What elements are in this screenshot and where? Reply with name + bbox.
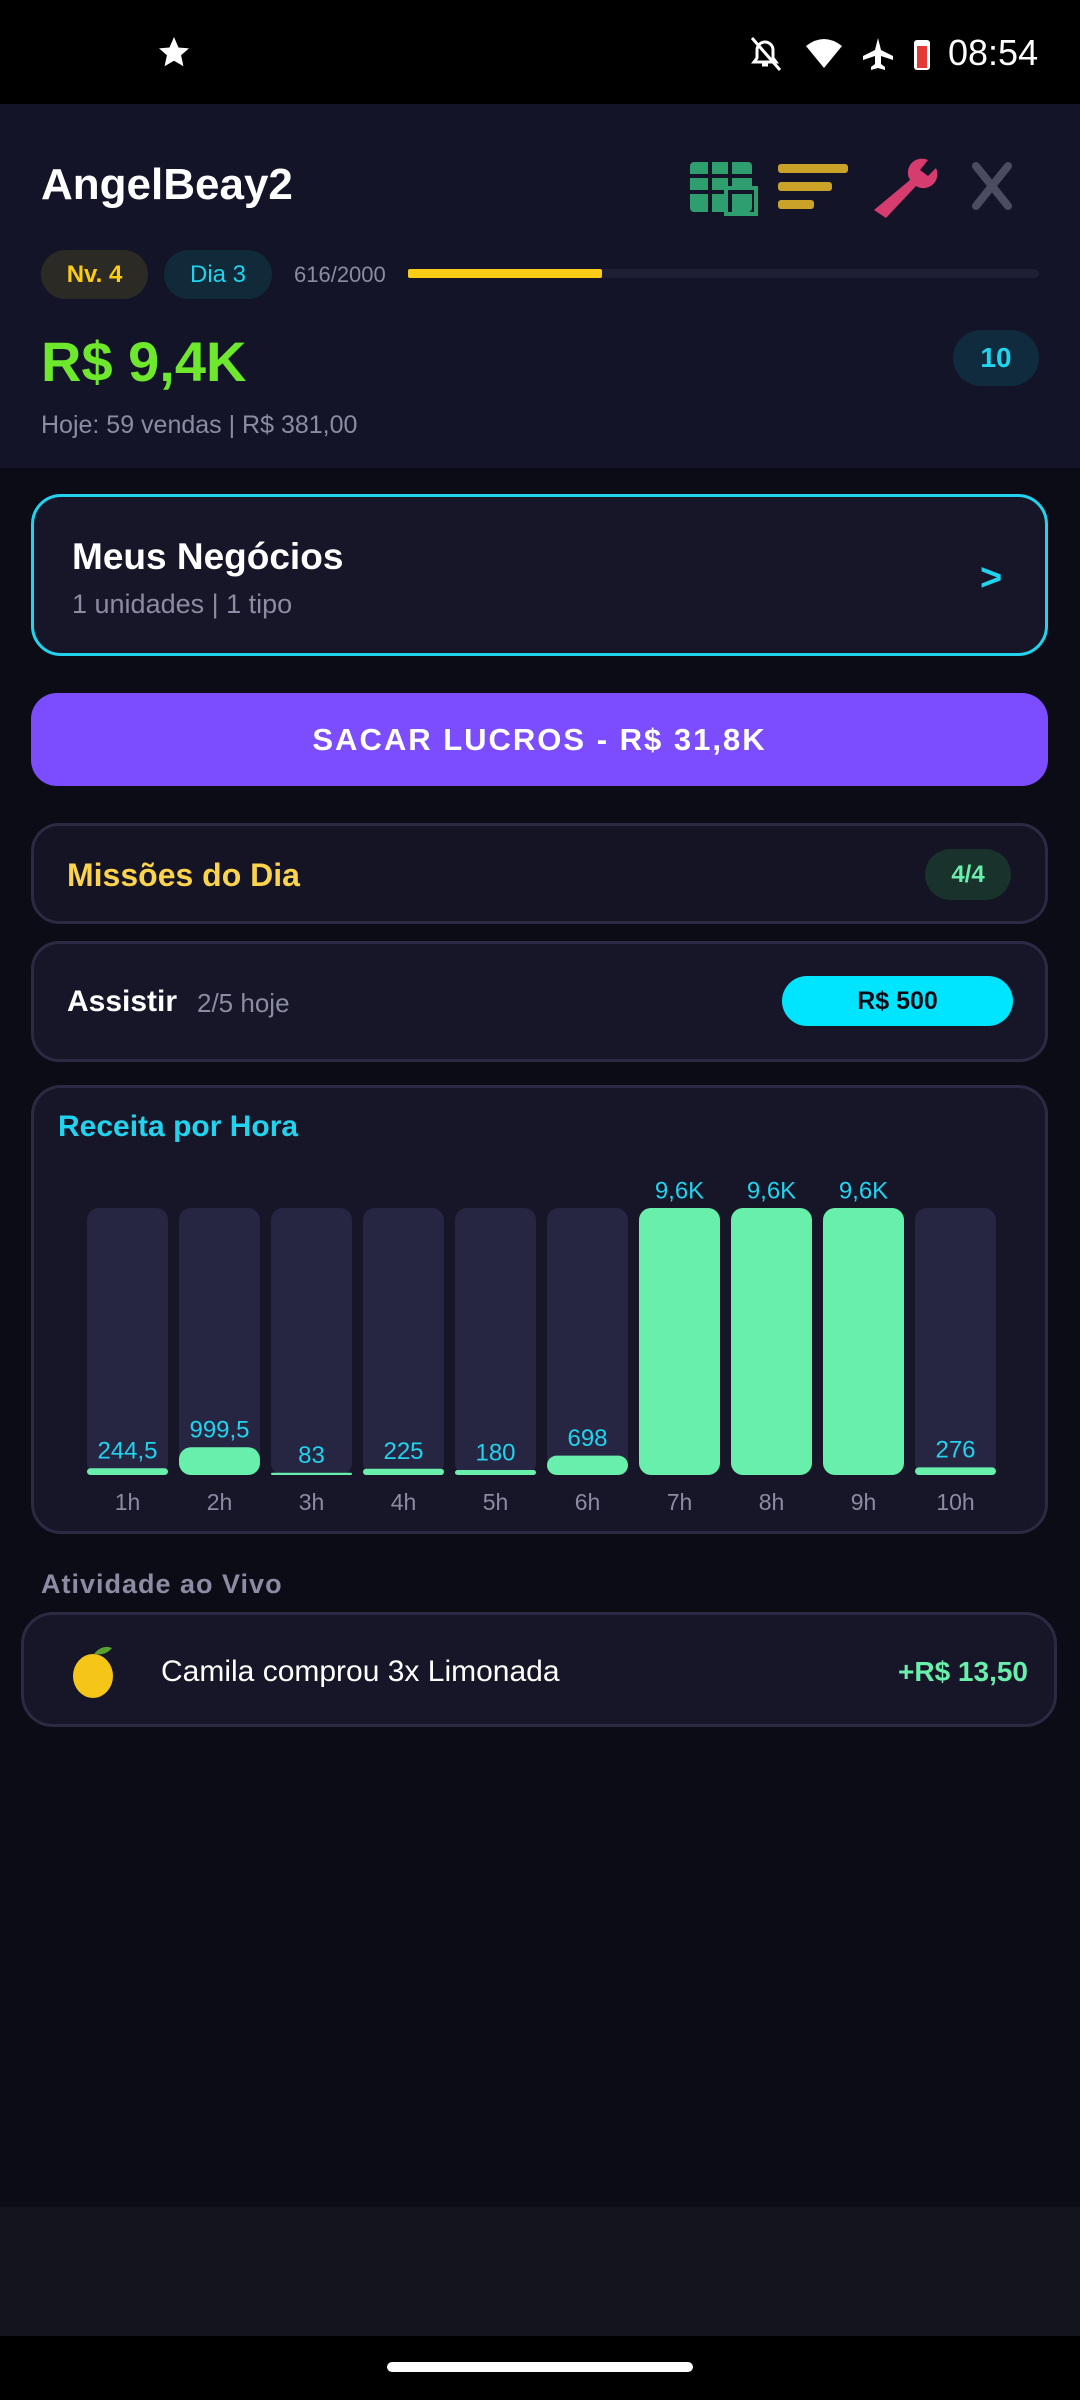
x-tick-label: 3h xyxy=(299,1489,325,1515)
activity-text: Camila comprou 3x Limonada xyxy=(161,1655,560,1688)
bar-track xyxy=(363,1208,444,1475)
badge: 10 xyxy=(953,330,1039,386)
value-label: 225 xyxy=(383,1438,423,1465)
level-pill: Nv. 4 xyxy=(41,250,148,299)
x-tick-label: 8h xyxy=(759,1489,785,1515)
activity-item xyxy=(21,1612,1057,1727)
x-tick-label: 9h xyxy=(851,1489,877,1515)
value-label: 180 xyxy=(475,1439,515,1466)
x-tick-label: 2h xyxy=(207,1489,233,1515)
business-card[interactable] xyxy=(31,494,1048,656)
bar xyxy=(639,1208,720,1475)
bar xyxy=(455,1469,536,1475)
missions-title: Missões do Dia xyxy=(67,857,300,893)
bar xyxy=(731,1208,812,1475)
value-label: 9,6K xyxy=(839,1177,888,1204)
xp-fill xyxy=(408,269,603,278)
chart: Receita por Hora 244,5 1h 999,5 2h 83 3h 225 4h… xyxy=(58,1110,996,1515)
today-summary: Hoje: 59 vendas | R$ 381,00 xyxy=(41,411,358,439)
bar xyxy=(271,1472,352,1475)
activity-heading: Atividade ao Vivo xyxy=(41,1569,283,1599)
bar xyxy=(87,1468,168,1475)
bar xyxy=(547,1455,628,1475)
lemon-icon xyxy=(73,1646,113,1698)
value-label: 9,6K xyxy=(747,1177,796,1204)
header-icons xyxy=(690,158,1012,218)
value-label: 9,6K xyxy=(655,1177,704,1204)
x-tick-label: 1h xyxy=(115,1489,141,1515)
bar-track xyxy=(179,1208,260,1475)
bottom-area xyxy=(0,2207,1080,2336)
x-tick-label: 10h xyxy=(936,1489,974,1515)
bar xyxy=(823,1208,904,1475)
chart-title: Receita por Hora xyxy=(58,1110,298,1143)
x-tick-label: 5h xyxy=(483,1489,509,1515)
watch-count: 2/5 hoje xyxy=(197,988,290,1018)
balance: R$ 9,4K xyxy=(41,330,247,393)
status-icons xyxy=(750,37,930,71)
bar-track xyxy=(915,1208,996,1475)
day-pill: Dia 3 xyxy=(164,250,272,299)
bar-track xyxy=(455,1208,536,1475)
x-tick-label: 6h xyxy=(575,1489,601,1515)
clock: 08:54 xyxy=(948,32,1039,73)
x-tick-label: 7h xyxy=(667,1489,693,1515)
bar-track xyxy=(87,1208,168,1475)
username: AngelBeay2 xyxy=(41,160,293,209)
bar xyxy=(915,1467,996,1475)
bar xyxy=(363,1468,444,1475)
home-indicator[interactable] xyxy=(387,2362,693,2372)
xp-track xyxy=(408,269,1039,278)
x-tick-label: 4h xyxy=(391,1489,417,1515)
value-label: 999,5 xyxy=(189,1417,249,1444)
value-label: 698 xyxy=(567,1425,607,1452)
business-title: Meus Negócios xyxy=(72,536,344,577)
missions-badge: 4/4 xyxy=(925,849,1011,900)
xp-label: 616/2000 xyxy=(294,262,386,287)
value-label: 276 xyxy=(935,1437,975,1464)
star-icon xyxy=(159,37,189,67)
withdraw-button[interactable]: SACAR LUCROS - R$ 31,8K xyxy=(31,693,1048,786)
bar xyxy=(179,1447,260,1475)
bar-track xyxy=(547,1208,628,1475)
watch-button[interactable]: R$ 500 xyxy=(782,976,1013,1026)
watch-label: Assistir xyxy=(67,985,178,1018)
business-arrow: > xyxy=(980,557,1003,599)
value-label: 83 xyxy=(298,1442,325,1469)
business-subtitle: 1 unidades | 1 tipo xyxy=(72,589,293,619)
missions-card[interactable] xyxy=(31,823,1048,924)
activity-amount: +R$ 13,50 xyxy=(898,1656,1028,1687)
bar-track xyxy=(271,1208,352,1475)
value-label: 244,5 xyxy=(97,1438,157,1465)
